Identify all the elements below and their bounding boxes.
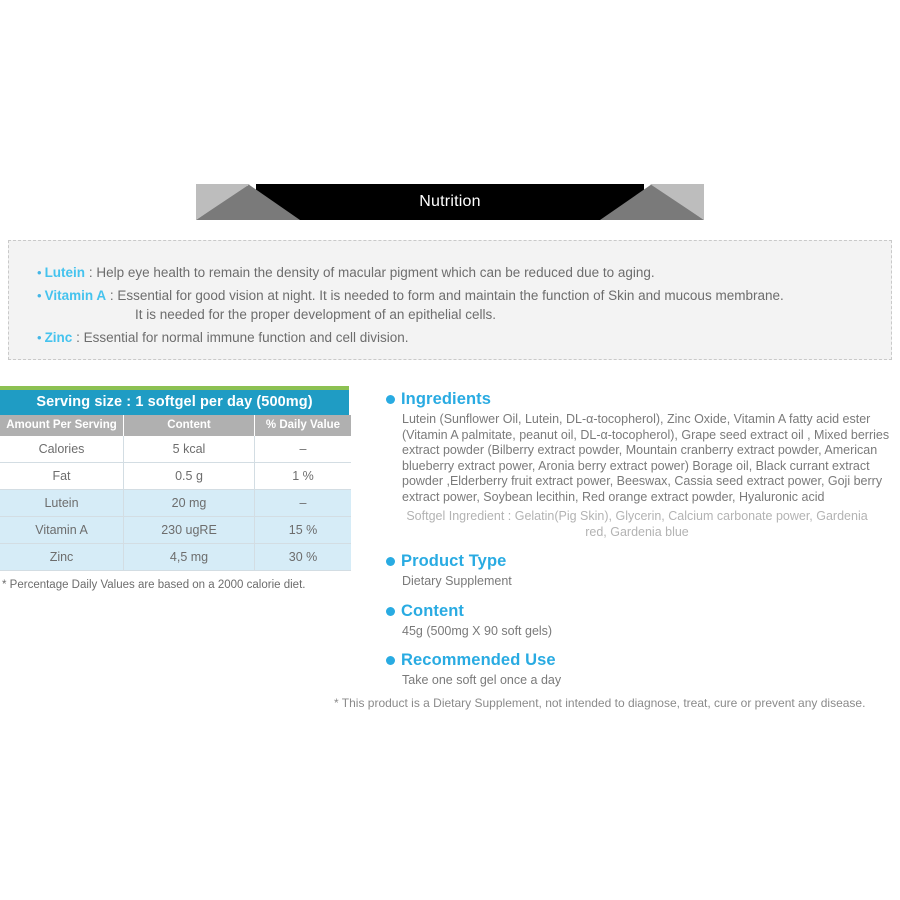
- section-heading-ingredients: Ingredients: [386, 390, 900, 409]
- row-name: Calories: [0, 436, 124, 463]
- benefit-line-zinc: • Zinc : Essential for normal immune func…: [37, 330, 409, 346]
- table-header-row: Amount Per Serving Content % Daily Value: [0, 415, 351, 436]
- row-content: 230 ugRE: [123, 516, 255, 544]
- col-header-daily-value: % Daily Value: [254, 415, 351, 436]
- banner-graphic: [196, 184, 704, 220]
- section-heading-recommended-use: Recommended Use: [386, 651, 900, 670]
- benefit-text-vitamin-a-cont: It is needed for the proper development …: [135, 307, 496, 322]
- nutrition-banner: Nutrition: [0, 184, 900, 220]
- bullet-dot-icon: [386, 656, 395, 665]
- spacer: [386, 540, 900, 552]
- table-row: Lutein 20 mg –: [0, 489, 351, 517]
- table-row: Calories 5 kcal –: [0, 436, 351, 463]
- spacer: [386, 590, 900, 602]
- legal-disclaimer: * This product is a Dietary Supplement, …: [334, 696, 866, 710]
- bullet-icon: •: [37, 288, 42, 303]
- section-heading-content: Content: [386, 602, 900, 621]
- banner-bar: [256, 184, 644, 220]
- bullet-dot-icon: [386, 557, 395, 566]
- row-daily-value: 30 %: [254, 543, 351, 571]
- content-body: 45g (500mg X 90 soft gels): [402, 623, 553, 638]
- benefit-line-vitamin-a: • Vitamin A : Essential for good vision a…: [37, 288, 784, 304]
- banner-wing-light-right: [650, 184, 704, 220]
- section-title: Content: [401, 601, 465, 620]
- benefit-term-vitamin-a: Vitamin A: [44, 288, 107, 303]
- section-heading-product-type: Product Type: [386, 552, 900, 571]
- banner-wing-light-left-a: [196, 184, 250, 220]
- benefit-term-lutein: Lutein: [44, 265, 86, 280]
- softgel-ingredient-note: Softgel Ingredient : Gelatin(Pig Skin), …: [406, 509, 868, 539]
- row-content: 4,5 mg: [123, 543, 255, 571]
- row-daily-value: 1 %: [254, 462, 351, 490]
- row-daily-value: –: [254, 489, 351, 517]
- benefit-text-zinc: : Essential for normal immune function a…: [76, 330, 409, 345]
- row-content: 0.5 g: [123, 462, 255, 490]
- recommended-use-body: Take one soft gel once a day: [402, 673, 562, 687]
- row-content: 5 kcal: [123, 436, 255, 463]
- banner-wing-dark-left: [196, 184, 300, 220]
- row-daily-value: –: [254, 436, 351, 463]
- bullet-dot-icon: [386, 606, 395, 616]
- benefit-line-lutein: • Lutein : Help eye health to remain the …: [37, 265, 655, 281]
- bullet-icon: •: [37, 265, 42, 280]
- benefits-description-box: • Lutein : Help eye health to remain the …: [8, 240, 892, 360]
- serving-size-header: Serving size : 1 softgel per day (500mg): [0, 390, 349, 415]
- spacer: [386, 639, 900, 651]
- bullet-icon: •: [37, 330, 42, 345]
- ingredients-body: Lutein (Sunflower Oil, Lutein, DL-α-toco…: [402, 412, 890, 504]
- row-name: Vitamin A: [0, 516, 124, 544]
- section-title: Recommended Use: [401, 651, 556, 669]
- table-row: Fat 0.5 g 1 %: [0, 462, 351, 490]
- benefit-term-zinc: Zinc: [44, 330, 73, 345]
- banner-wing-dark-right: [600, 184, 704, 220]
- table-accent-bar: [0, 386, 349, 390]
- row-name: Fat: [0, 462, 124, 490]
- bullet-dot-icon: [386, 395, 395, 404]
- daily-value-footnote: * Percentage Daily Values are based on a…: [2, 579, 306, 591]
- row-content: 20 mg: [123, 489, 255, 517]
- row-name: Zinc: [0, 543, 124, 571]
- nutrition-facts-table: Serving size : 1 softgel per day (500mg)…: [0, 386, 351, 571]
- benefit-text-lutein: : Help eye health to remain the density …: [88, 265, 655, 280]
- table-row: Zinc 4,5 mg 30 %: [0, 543, 351, 571]
- benefit-text-vitamin-a: : Essential for good vision at night. It…: [109, 288, 784, 303]
- section-title: Ingredients: [401, 390, 492, 408]
- banner-wing-light-left-b: [196, 184, 248, 186]
- nutrition-table-grid: Amount Per Serving Content % Daily Value…: [0, 415, 351, 571]
- col-header-content: Content: [123, 415, 255, 436]
- banner-title: Nutrition: [419, 193, 481, 210]
- table-row: Vitamin A 230 ugRE 15 %: [0, 516, 351, 544]
- row-name: Lutein: [0, 489, 124, 517]
- product-type-body: Dietary Supplement: [402, 574, 512, 588]
- col-header-amount: Amount Per Serving: [0, 415, 124, 436]
- section-title: Product Type: [401, 552, 507, 570]
- product-info-column: Ingredients Lutein (Sunflower Oil, Lutei…: [386, 390, 900, 689]
- row-daily-value: 15 %: [254, 516, 351, 544]
